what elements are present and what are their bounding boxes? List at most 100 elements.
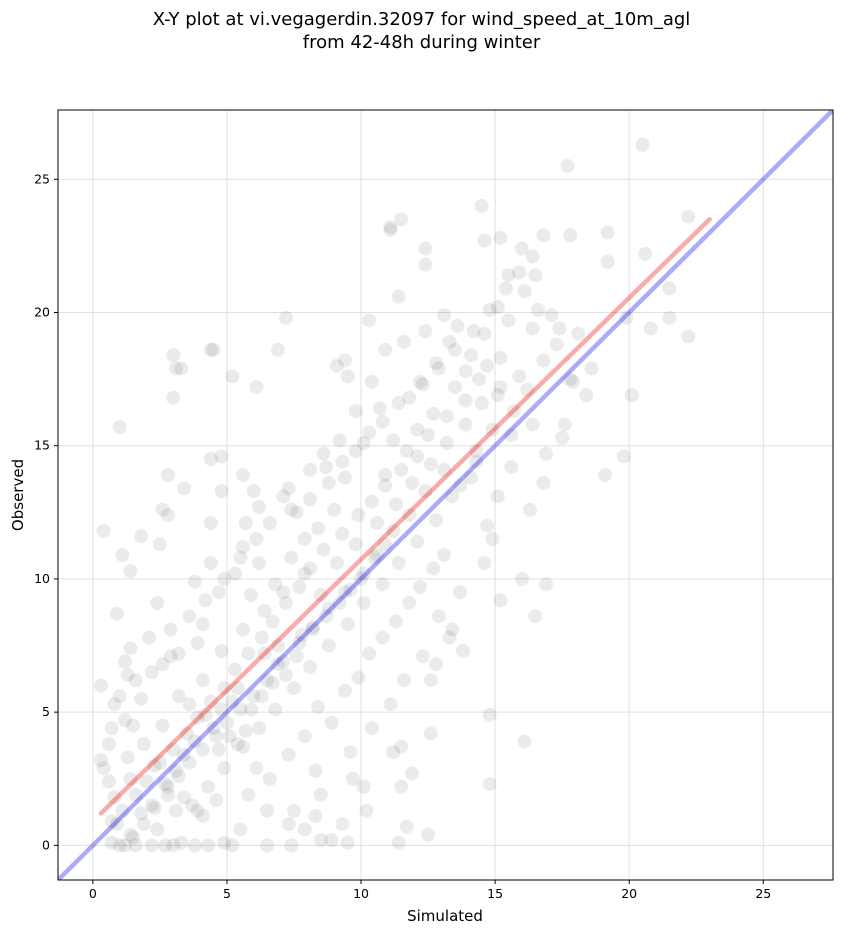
scatter-point bbox=[112, 838, 127, 853]
scatter-point bbox=[230, 681, 245, 696]
scatter-point bbox=[123, 771, 138, 786]
scatter-point bbox=[410, 422, 425, 437]
scatter-point bbox=[303, 659, 318, 674]
scatter-point bbox=[281, 817, 296, 832]
scatter-point bbox=[391, 396, 406, 411]
scatter-point bbox=[217, 835, 232, 850]
scatter-point bbox=[171, 689, 186, 704]
scatter-point bbox=[600, 254, 615, 269]
scatter-point bbox=[120, 667, 135, 682]
scatter-point bbox=[281, 481, 296, 496]
scatter-point bbox=[203, 694, 218, 709]
scatter-point bbox=[128, 673, 143, 688]
x-tick-label: 10 bbox=[353, 886, 369, 901]
scatter-point bbox=[536, 353, 551, 368]
scatter-point bbox=[190, 710, 205, 725]
scatter-point bbox=[222, 729, 237, 744]
scatter-point bbox=[493, 593, 508, 608]
scatter-point bbox=[155, 718, 170, 733]
scatter-point bbox=[327, 502, 342, 517]
scatter-point bbox=[187, 838, 202, 853]
scatter-point bbox=[262, 515, 277, 530]
scatter-point bbox=[356, 566, 371, 581]
scatter-point bbox=[474, 198, 489, 213]
scatter-point bbox=[268, 577, 283, 592]
y-axis-label: Observed bbox=[9, 459, 27, 531]
scatter-point bbox=[136, 737, 151, 752]
scatter-point bbox=[270, 342, 285, 357]
scatter-point bbox=[447, 380, 462, 395]
scatter-point bbox=[386, 745, 401, 760]
y-tick-label: 10 bbox=[34, 571, 50, 586]
scatter-point bbox=[201, 779, 216, 794]
scatter-point bbox=[265, 675, 280, 690]
scatter-point bbox=[662, 281, 677, 296]
scatter-point bbox=[512, 369, 527, 384]
scatter-point bbox=[520, 382, 535, 397]
scatter-point bbox=[144, 665, 159, 680]
scatter-point bbox=[284, 502, 299, 517]
scatter-point bbox=[378, 478, 393, 493]
chart-title-line-2: from 42-48h during winter bbox=[302, 32, 541, 53]
scatter-point bbox=[522, 502, 537, 517]
scatter-point bbox=[254, 689, 269, 704]
scatter-point bbox=[246, 689, 261, 704]
scatter-point bbox=[359, 803, 374, 818]
scatter-point bbox=[332, 433, 347, 448]
scatter-point bbox=[458, 417, 473, 432]
scatter-point bbox=[308, 809, 323, 824]
scatter-point bbox=[142, 630, 157, 645]
scatter-point bbox=[276, 489, 291, 504]
scatter-point bbox=[501, 268, 516, 283]
scatter-point bbox=[107, 790, 122, 805]
scatter-point bbox=[163, 622, 178, 637]
scatter-point bbox=[531, 302, 546, 317]
scatter-point bbox=[160, 468, 175, 483]
scatter-point bbox=[101, 774, 116, 789]
scatter-point bbox=[163, 649, 178, 664]
scatter-point bbox=[356, 436, 371, 451]
scatter-point bbox=[147, 801, 162, 816]
scatter-point bbox=[372, 401, 387, 416]
scatter-point bbox=[203, 452, 218, 467]
scatter-point bbox=[638, 246, 653, 261]
scatter-point bbox=[270, 638, 285, 653]
fit-line bbox=[98, 216, 712, 816]
scatter-point bbox=[281, 747, 296, 762]
scatter-point bbox=[410, 449, 425, 464]
scatter-point bbox=[284, 550, 299, 565]
scatter-point bbox=[437, 547, 452, 562]
scatter-point bbox=[160, 507, 175, 522]
scatter-point bbox=[252, 555, 267, 570]
scatter-point bbox=[329, 358, 344, 373]
scatter-point bbox=[332, 595, 347, 610]
scatter-point bbox=[493, 350, 508, 365]
y-tick-label: 5 bbox=[42, 704, 50, 719]
scatter-point bbox=[555, 430, 570, 445]
scatter-point bbox=[109, 817, 124, 832]
scatter-point bbox=[238, 723, 253, 738]
scatter-point bbox=[308, 763, 323, 778]
scatter-point bbox=[187, 734, 202, 749]
scatter-point bbox=[252, 499, 267, 514]
scatter-point bbox=[525, 417, 540, 432]
scatter-point bbox=[402, 390, 417, 405]
scatter-point bbox=[391, 555, 406, 570]
scatter-point bbox=[525, 249, 540, 264]
scatter-point bbox=[563, 228, 578, 243]
scatter-point bbox=[391, 289, 406, 304]
scatter-point bbox=[525, 321, 540, 336]
scatter-point bbox=[112, 420, 127, 435]
scatter-point bbox=[340, 369, 355, 384]
scatter-point bbox=[214, 643, 229, 658]
scatter-point bbox=[171, 769, 186, 784]
scatter-point bbox=[431, 609, 446, 624]
scatter-point bbox=[241, 787, 256, 802]
scatter-point bbox=[166, 390, 181, 405]
scatter-point bbox=[560, 158, 575, 173]
scatter-point bbox=[195, 809, 210, 824]
scatter-point bbox=[337, 470, 352, 485]
scatter-point bbox=[265, 614, 280, 629]
scatter-point bbox=[118, 654, 133, 669]
scatter-point bbox=[421, 428, 436, 443]
